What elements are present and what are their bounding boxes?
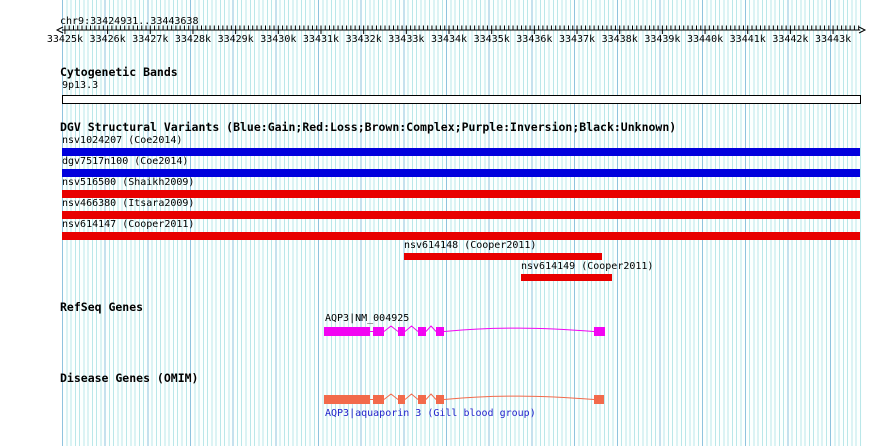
ruler-tick-label: 33434k — [431, 34, 467, 45]
cytogenetic-bands-track-title: Cytogenetic Bands — [60, 65, 178, 79]
exon-box — [418, 327, 426, 336]
ruler-tick-label: 33436k — [516, 34, 552, 45]
variant-label: nsv614148 (Cooper2011) — [404, 240, 537, 251]
ruler-tick-label: 33432k — [346, 34, 382, 45]
ruler-tick-label: 33430k — [260, 34, 296, 45]
ruler-tick-label: 33427k — [132, 34, 168, 45]
ruler-tick-label: 33437k — [559, 34, 595, 45]
ruler-left-arrow-icon — [55, 26, 64, 34]
ruler-tick-label: 33426k — [90, 34, 126, 45]
exon-box — [324, 395, 370, 404]
ruler-right-arrow-icon — [858, 26, 867, 34]
ruler-tick-label: 33431k — [303, 34, 339, 45]
variant-label: nsv466380 (Itsara2009) — [62, 198, 195, 209]
genomic-grid-background — [62, 0, 862, 446]
ruler-tick-label: 33428k — [175, 34, 211, 45]
variant-bar-loss[interactable] — [62, 211, 860, 219]
variant-bar-loss[interactable] — [62, 190, 860, 198]
dgv-structural-variants-track-title: DGV Structural Variants (Blue:Gain;Red:L… — [60, 120, 677, 134]
variant-label: nsv1024207 (Coe2014) — [62, 135, 183, 146]
ruler-tick-label: 33439k — [644, 34, 680, 45]
intron-line — [370, 393, 595, 400]
variant-bar-loss[interactable] — [62, 232, 860, 240]
exon-box — [324, 327, 370, 336]
exon-box — [436, 395, 444, 404]
exon-box — [398, 327, 405, 336]
exon-box — [373, 395, 384, 404]
omim-gene-name: AQP3|aquaporin 3 (Gill blood group) — [325, 408, 536, 419]
variant-bar-gain[interactable] — [62, 169, 860, 177]
ruler-tick-label: 33433k — [388, 34, 424, 45]
exon-box — [594, 395, 604, 404]
ruler-tick-label: 33429k — [218, 34, 254, 45]
variant-bar-gain[interactable] — [62, 148, 860, 156]
cytogenetic-band-glyph[interactable] — [62, 95, 861, 104]
variant-bar-loss[interactable] — [404, 253, 602, 260]
refseq-gene-name: AQP3|NM_004925 — [325, 313, 410, 324]
coordinate-ruler: 33425k 33426k 33427k 33428k 33429k 33430k 3343… — [47, 25, 867, 45]
ruler-tick-label: 33438k — [602, 34, 638, 45]
omim-gene-model[interactable] — [324, 393, 604, 404]
ruler-tick-label: 33435k — [474, 34, 510, 45]
ruler-tick-label: 33442k — [772, 34, 808, 45]
variant-label: nsv614147 (Cooper2011) — [62, 219, 195, 230]
ruler-tick-label: 33443k — [815, 34, 851, 45]
cytogenetic-band-name: 9p13.3 — [62, 80, 99, 91]
disease-genes-omim-track-title: Disease Genes (OMIM) — [60, 371, 199, 385]
ruler-tick-label: 33441k — [730, 34, 766, 45]
exon-box — [398, 395, 405, 404]
exon-box — [436, 327, 444, 336]
ruler-tick-label: 33425k — [47, 34, 83, 45]
ruler-tick-label: 33440k — [687, 34, 723, 45]
refseq-genes-track-title: RefSeq Genes — [60, 300, 144, 314]
variant-label: nsv516500 (Shaikh2009) — [62, 177, 195, 188]
intron-line — [370, 325, 595, 332]
variant-bar-loss[interactable] — [521, 274, 612, 281]
exon-box — [418, 395, 426, 404]
refseq-gene-model[interactable] — [324, 325, 605, 336]
variant-label: nsv614149 (Cooper2011) — [521, 261, 654, 272]
exon-box — [373, 327, 384, 336]
exon-box — [594, 327, 605, 336]
chromosome-region-label: chr9:33424931..33443638 — [60, 16, 199, 27]
variant-label: dgv7517n100 (Coe2014) — [62, 156, 189, 167]
